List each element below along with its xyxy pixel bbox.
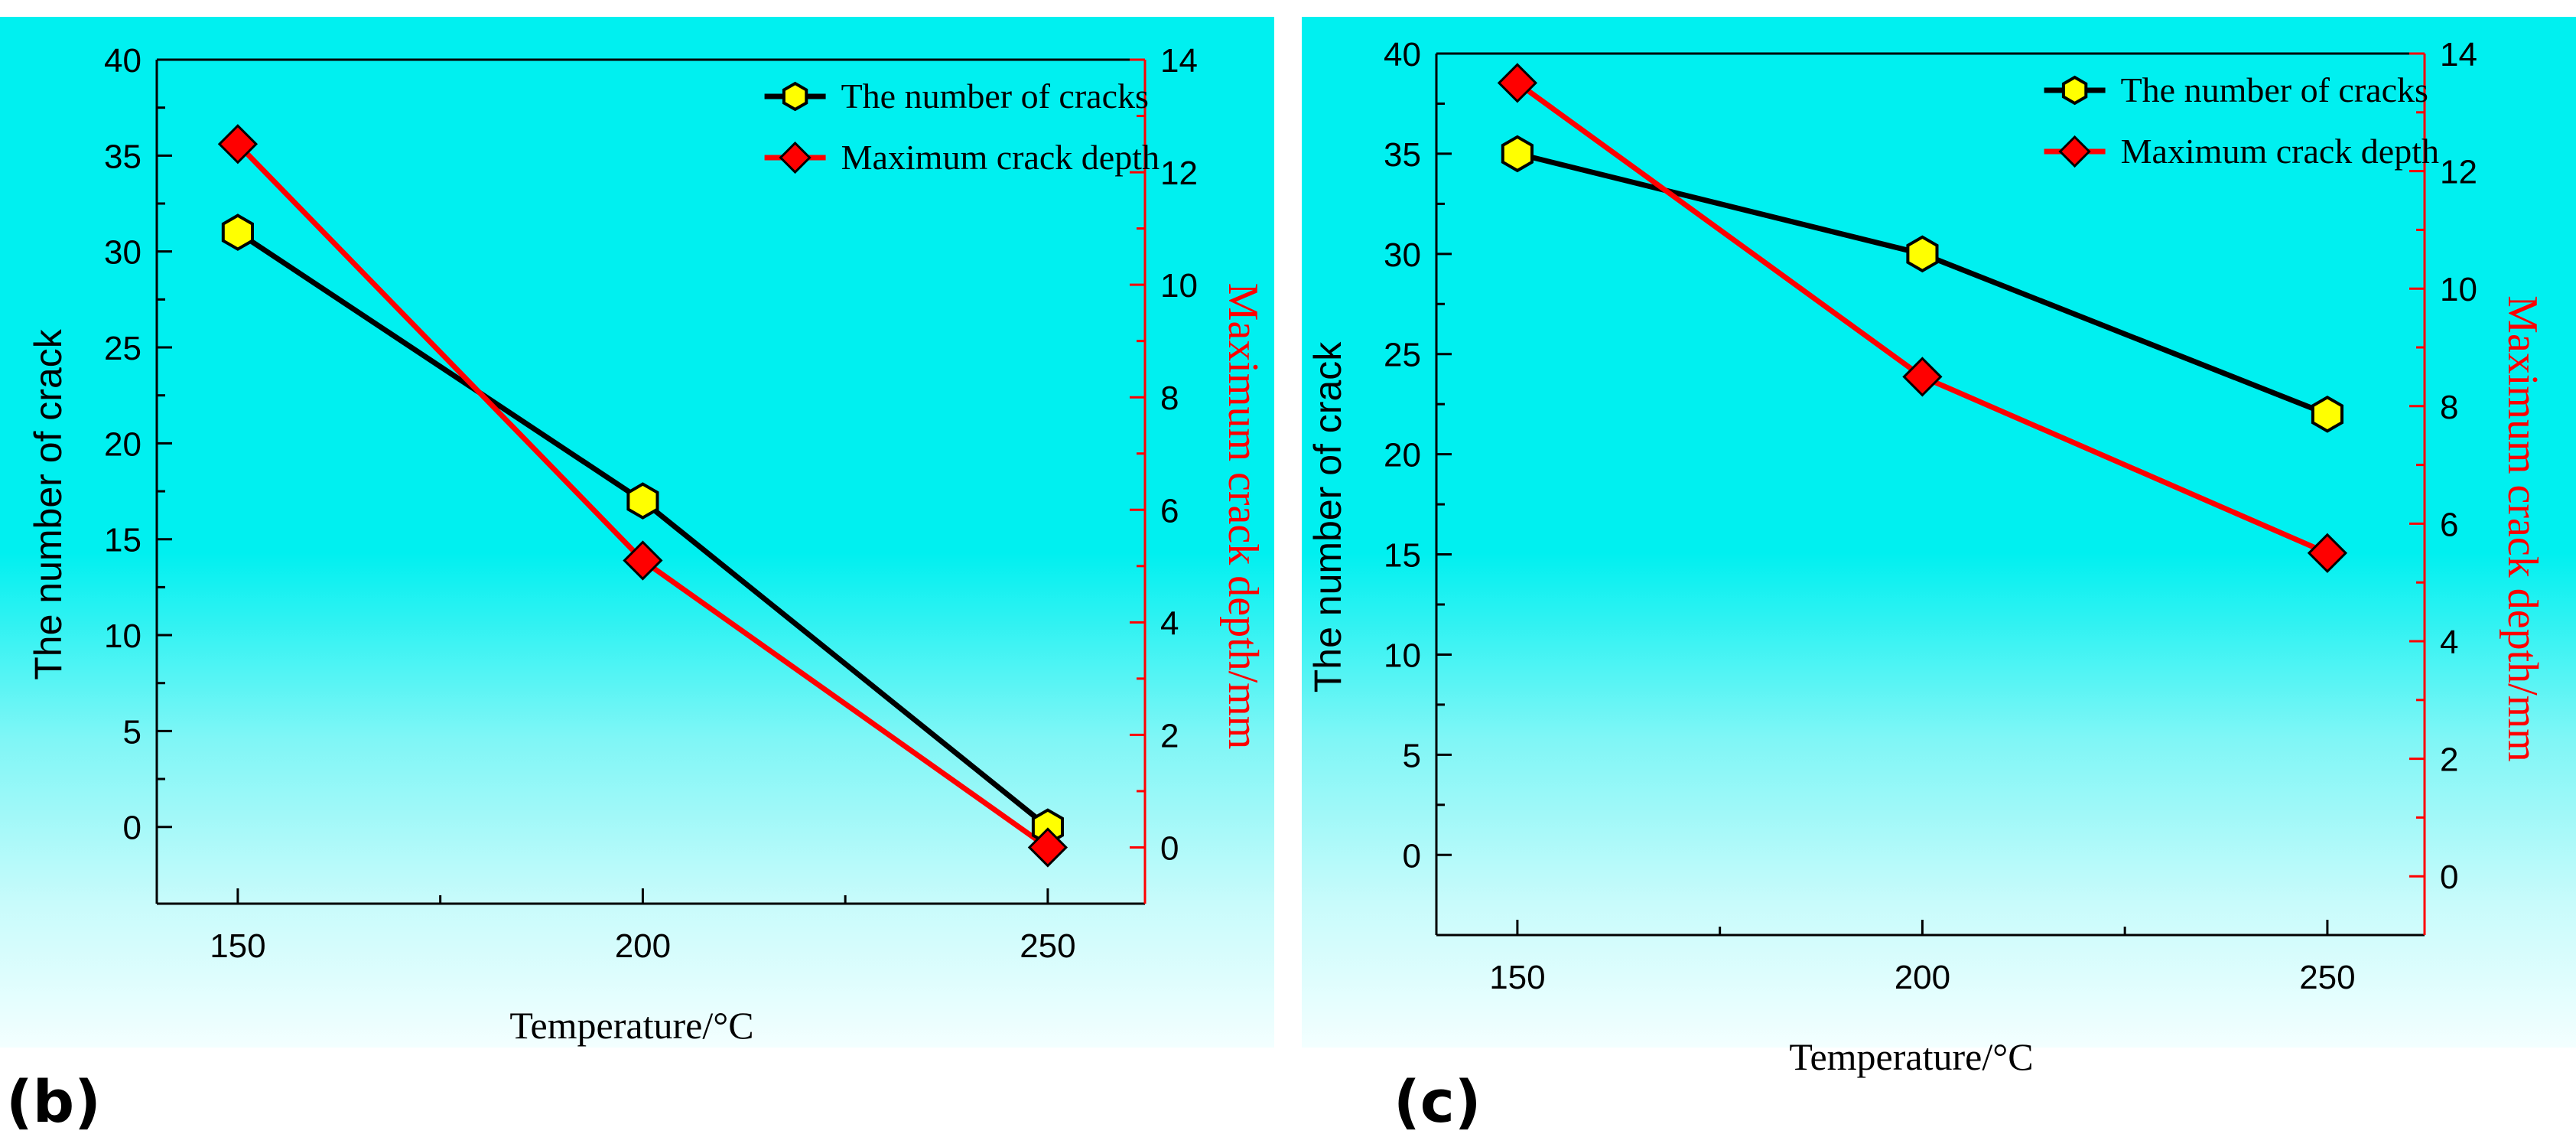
panel-c-right-tick-label: 4 — [2440, 624, 2458, 661]
panel-b-right-tick-label: 14 — [1160, 42, 1198, 80]
panel-b-right-tick-label: 4 — [1160, 604, 1179, 642]
panel-b-left-tick-label: 15 — [104, 522, 141, 559]
panel-c-x-axis-title: Temperature/°C — [1789, 1035, 2033, 1078]
panel-b-right-tick-label: 6 — [1160, 492, 1179, 530]
panel-c-right-tick-label: 6 — [2440, 506, 2458, 543]
panel-c-cracks-point — [1906, 235, 1939, 273]
panel-c-left-tick-label: 25 — [1384, 337, 1421, 374]
panel-c-legend-label: Maximum crack depth — [2121, 132, 2439, 171]
panel-b-left-axis-title: The number of crack — [27, 328, 70, 680]
panel-b-legend-marker-depth — [779, 141, 812, 174]
panel-b-series-line-cracks — [236, 230, 1050, 829]
panel-b-right-tick-label: 12 — [1160, 155, 1198, 192]
panel-c-left-tick-label: 10 — [1384, 637, 1421, 674]
panel-c-x-tick-label: 150 — [1489, 959, 1545, 996]
panel-c-x-tick-label: 200 — [1895, 959, 1950, 996]
panel-c-right-tick-label: 8 — [2440, 389, 2458, 426]
panel-b-legend-marker-cracks — [782, 81, 808, 112]
panel-label-b: (b) — [6, 1067, 101, 1136]
panel-label-c: (c) — [1394, 1067, 1482, 1136]
panel-c-cracks-point — [2311, 395, 2343, 433]
panel-b-left-tick-label: 0 — [123, 810, 141, 847]
panel-b-depth-point — [623, 540, 663, 581]
panel-c-right-tick-label: 2 — [2440, 741, 2458, 779]
panel-b-left-tick-label: 5 — [123, 713, 141, 751]
panel-b-x-axis-title: Temperature/°C — [509, 1004, 753, 1047]
panel-b-right-tick-label: 10 — [1160, 267, 1198, 305]
panel-b-right-axis-title: Maximum crack depth/mm — [1219, 283, 1267, 750]
panel-c-right-tick-label: 12 — [2440, 154, 2477, 191]
panel-c-left-tick-label: 20 — [1384, 437, 1421, 474]
panel-c-left-axis-title: The number of crack — [1306, 341, 1349, 693]
panel-b-right-tick-label: 8 — [1160, 380, 1179, 417]
panel-c-right-tick-label: 10 — [2440, 271, 2477, 308]
panel-c-depth-point — [1902, 357, 1943, 397]
panel-b-left-tick-label: 20 — [104, 425, 141, 463]
panel-c-left-tick-label: 40 — [1384, 36, 1421, 73]
panel-b-left-tick-label: 25 — [104, 330, 141, 367]
panel-b-left-tick-label: 35 — [104, 138, 141, 175]
panel-b-left-tick-label: 40 — [104, 42, 141, 80]
panel-c-legend-marker-depth — [2058, 135, 2091, 168]
panel-b-x-tick-label: 200 — [615, 927, 671, 965]
panel-c-left-tick-label: 5 — [1403, 737, 1421, 774]
panel-c-legend-label: The number of cracks — [2121, 70, 2428, 109]
panel-b-left-tick-label: 30 — [104, 234, 141, 272]
panel-c-right-axis-title: Maximum crack depth/mm — [2499, 295, 2546, 762]
panel-b-right-tick-label: 2 — [1160, 717, 1179, 754]
panel-c-cracks-point — [1501, 135, 1534, 173]
panel-b-left-tick-label: 10 — [104, 617, 141, 655]
panel-b-legend-label: The number of cracks — [841, 77, 1149, 116]
panel-c-left-tick-label: 30 — [1384, 236, 1421, 274]
panel-b-cracks-point — [221, 213, 254, 251]
panel-c-depth-point — [1497, 63, 1538, 103]
panel-c-right-tick-label: 14 — [2440, 36, 2477, 73]
panel-c-legend-marker-cracks — [2061, 75, 2088, 106]
panel-c-depth-point — [2307, 533, 2348, 573]
panel-b-legend-label: Maximum crack depth — [841, 138, 1160, 177]
panel-b-x-tick-label: 250 — [1020, 927, 1075, 965]
panel-c-left-tick-label: 0 — [1403, 837, 1421, 875]
panel-b-x-tick-label: 150 — [210, 927, 265, 965]
panel-b-background — [0, 17, 1274, 1048]
panel-b-right-tick-label: 0 — [1160, 829, 1179, 867]
panel-c-left-tick-label: 15 — [1384, 537, 1421, 575]
panel-b-depth-point — [1027, 827, 1068, 868]
panel-c-left-tick-label: 35 — [1384, 136, 1421, 174]
panel-b-cracks-point — [626, 482, 659, 520]
panel-c-background — [1302, 17, 2576, 1048]
panel-b-depth-point — [217, 124, 259, 165]
panel-c-right-tick-label: 0 — [2440, 859, 2458, 896]
panel-c-x-tick-label: 250 — [2299, 959, 2355, 996]
